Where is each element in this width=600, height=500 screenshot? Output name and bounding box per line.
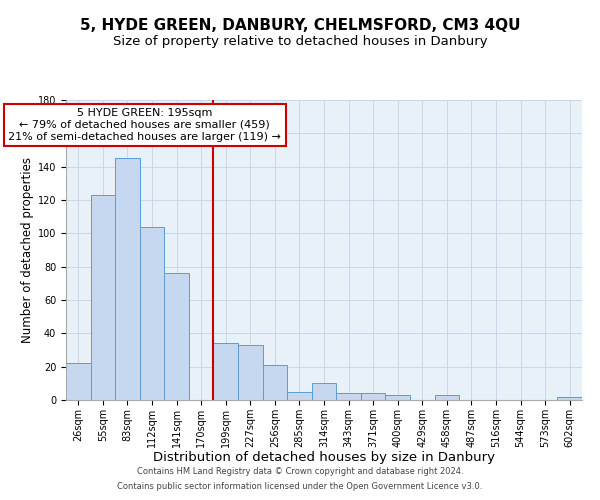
Bar <box>557 396 582 400</box>
Bar <box>361 394 385 400</box>
Bar <box>336 394 361 400</box>
Bar <box>263 365 287 400</box>
Bar <box>140 226 164 400</box>
Bar <box>115 158 140 400</box>
Bar <box>164 274 189 400</box>
Bar <box>385 395 410 400</box>
Bar <box>91 195 115 400</box>
Bar <box>66 364 91 400</box>
X-axis label: Distribution of detached houses by size in Danbury: Distribution of detached houses by size … <box>153 452 495 464</box>
Text: 5 HYDE GREEN: 195sqm
← 79% of detached houses are smaller (459)
21% of semi-deta: 5 HYDE GREEN: 195sqm ← 79% of detached h… <box>8 108 281 142</box>
Text: 5, HYDE GREEN, DANBURY, CHELMSFORD, CM3 4QU: 5, HYDE GREEN, DANBURY, CHELMSFORD, CM3 … <box>80 18 520 32</box>
Y-axis label: Number of detached properties: Number of detached properties <box>20 157 34 343</box>
Bar <box>434 395 459 400</box>
Bar <box>312 384 336 400</box>
Text: Contains HM Land Registry data © Crown copyright and database right 2024.: Contains HM Land Registry data © Crown c… <box>137 467 463 476</box>
Bar <box>287 392 312 400</box>
Bar <box>214 344 238 400</box>
Bar <box>238 345 263 400</box>
Text: Contains public sector information licensed under the Open Government Licence v3: Contains public sector information licen… <box>118 482 482 491</box>
Text: Size of property relative to detached houses in Danbury: Size of property relative to detached ho… <box>113 35 487 48</box>
